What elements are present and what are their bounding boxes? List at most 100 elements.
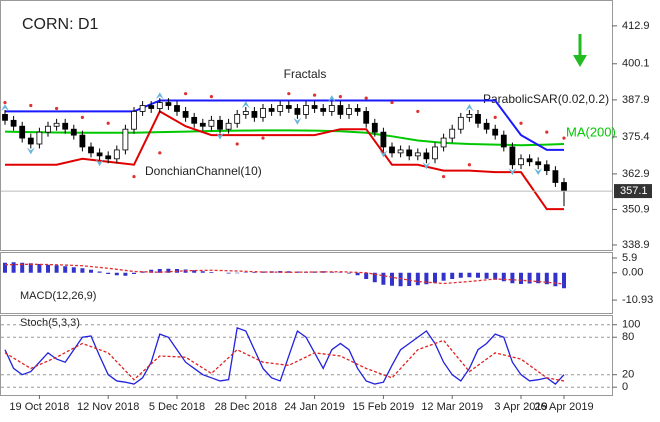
macd-bar xyxy=(28,263,33,273)
macd-bar xyxy=(3,262,7,273)
macd-title: MACD(12,26,9) xyxy=(20,290,96,302)
candle-body xyxy=(337,105,344,115)
candle-body xyxy=(174,105,180,112)
stoch-title: Stoch(5,3,3) xyxy=(20,317,80,329)
candle-body xyxy=(423,152,430,160)
candle-body xyxy=(88,146,94,154)
ma-label: MA(200) xyxy=(566,124,616,139)
macd-bar xyxy=(407,272,412,286)
candle-body xyxy=(518,158,524,166)
candle-body xyxy=(208,119,215,127)
macd-bar xyxy=(458,272,463,278)
x-tick-label: 12 Nov 2018 xyxy=(77,401,139,413)
macd-bar xyxy=(286,271,291,273)
macd-bar xyxy=(235,272,240,274)
macd-bar xyxy=(192,270,197,273)
last-price-label: 357.1 xyxy=(620,185,648,197)
candle-body xyxy=(457,116,464,130)
macd-bar xyxy=(519,272,523,284)
macd-bar xyxy=(114,272,119,276)
candle-body xyxy=(217,119,223,130)
fractal-arrow xyxy=(508,168,517,176)
candle-body xyxy=(552,170,559,183)
macd-bar xyxy=(63,266,68,273)
macd-bar xyxy=(544,272,549,285)
candle-body xyxy=(139,105,146,112)
y-tick-label: 20 xyxy=(622,369,634,381)
x-tick-label: 19 Oct 2018 xyxy=(9,401,69,413)
y-tick-label: 80 xyxy=(622,331,634,343)
signal-arrow xyxy=(573,34,587,67)
candle-body xyxy=(122,128,129,151)
sar-dot xyxy=(80,115,84,119)
candle-body xyxy=(251,111,258,118)
macd-bar xyxy=(493,272,498,280)
candle-body xyxy=(27,137,34,145)
y-tick-label: 362.9 xyxy=(622,168,650,180)
candle-body xyxy=(320,108,327,112)
macd-bar xyxy=(527,272,532,284)
macd-bar xyxy=(132,272,136,274)
candle-body xyxy=(53,122,60,127)
candle-body xyxy=(328,105,335,112)
donchian-label: DonchianChannel(10) xyxy=(145,164,262,178)
candle-body xyxy=(414,152,421,157)
candle-body xyxy=(380,131,387,148)
candle-body xyxy=(346,108,352,115)
candle-body xyxy=(500,134,507,148)
macd-bar xyxy=(200,271,205,273)
x-tick-label: 3 Apr 2019 xyxy=(494,401,547,413)
fractal-arrow xyxy=(379,150,388,158)
x-tick-label: 15 Feb 2019 xyxy=(353,401,415,413)
fractal-arrow xyxy=(155,92,164,100)
macd-bar xyxy=(97,271,102,273)
y-tick-label: 350.9 xyxy=(622,203,650,215)
macd-bar xyxy=(536,272,541,284)
candle-body xyxy=(449,128,456,139)
sar-dot xyxy=(390,100,394,105)
ma-line xyxy=(4,129,565,147)
candle-body xyxy=(466,113,473,118)
candle-body xyxy=(45,125,51,133)
fractal-arrow xyxy=(327,95,336,103)
macd-bar xyxy=(424,272,429,285)
y-tick-label: 375.4 xyxy=(622,131,650,143)
macd-bar xyxy=(46,264,50,273)
candle-body xyxy=(397,149,404,154)
macd-bar xyxy=(338,272,343,273)
macd-bar xyxy=(123,272,128,276)
sar-dot xyxy=(158,151,162,155)
sar-label: ParabolicSAR(0.02,0.2) xyxy=(483,92,609,106)
sar-dot xyxy=(235,142,239,146)
candle-body xyxy=(10,119,17,127)
y-tick-label: 5.9 xyxy=(622,252,637,264)
fractal-arrow xyxy=(216,132,224,140)
fractal-arrow xyxy=(26,147,35,155)
macd-bar xyxy=(11,262,16,273)
candle-body xyxy=(277,105,284,112)
sar-dot xyxy=(493,115,497,119)
x-tick-label: 28 Dec 2018 xyxy=(215,401,277,413)
sar-dot xyxy=(545,130,549,134)
x-tick-label: 26 Apr 2019 xyxy=(534,401,593,413)
x-tick-label: 24 Jan 2019 xyxy=(284,401,345,413)
macd-bar xyxy=(510,272,515,284)
sar-dot xyxy=(3,100,7,105)
macd-bar xyxy=(553,272,558,287)
candle-body xyxy=(363,111,370,124)
macd-bar xyxy=(226,272,231,274)
macd-bar xyxy=(71,267,76,273)
candle-body xyxy=(36,131,43,145)
macd-bar xyxy=(381,272,386,285)
sar-dot xyxy=(442,174,446,179)
sar-dot xyxy=(261,136,265,140)
candle-body xyxy=(492,128,499,136)
y-tick-label: -10.93 xyxy=(622,294,653,306)
candle-body xyxy=(389,146,395,154)
y-tick-label: 400.1 xyxy=(622,58,650,70)
candle-body xyxy=(475,113,481,124)
macd-bar xyxy=(243,272,248,273)
macd-bar xyxy=(484,272,489,279)
